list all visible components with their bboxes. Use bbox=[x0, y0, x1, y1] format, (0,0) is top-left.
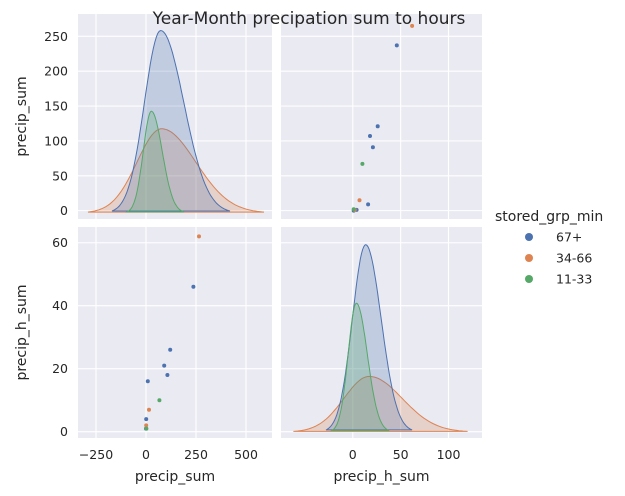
point-34-66 bbox=[147, 407, 151, 412]
x-tick-label: −250 bbox=[79, 447, 113, 462]
point-11-33 bbox=[157, 398, 162, 403]
x-tick-label: 500 bbox=[234, 447, 258, 462]
legend-marker-11-33 bbox=[525, 275, 533, 283]
kde-34-66-precip_sum bbox=[87, 128, 265, 213]
y-tick-label: 60 bbox=[52, 235, 68, 250]
panel-0-0 bbox=[78, 14, 272, 219]
point-67+ bbox=[394, 43, 399, 48]
y-tick-label: 200 bbox=[44, 64, 68, 79]
x-axis-label: precip_sum bbox=[135, 469, 215, 485]
point-67+ bbox=[366, 202, 371, 207]
legend-label: 34-66 bbox=[556, 251, 592, 266]
point-67+ bbox=[191, 284, 196, 289]
legend-marker-34-66 bbox=[525, 254, 533, 262]
y-tick-label: 40 bbox=[52, 298, 68, 313]
point-67+ bbox=[145, 379, 150, 384]
kde-67+-precip_h_sum bbox=[325, 244, 413, 431]
x-tick-label: 250 bbox=[184, 447, 208, 462]
x-axis-label: precip_h_sum bbox=[333, 469, 429, 485]
point-67+ bbox=[368, 134, 372, 138]
point-11-33 bbox=[351, 207, 356, 212]
legend-title: stored_grp_min bbox=[495, 209, 603, 225]
y-tick-label: 0 bbox=[60, 424, 68, 439]
legend-label: 11-33 bbox=[556, 272, 592, 287]
y-tick-label: 0 bbox=[60, 203, 68, 218]
y-axis-label: precip_sum bbox=[14, 76, 30, 156]
chart-title: Year-Month precipation sum to hours bbox=[152, 9, 466, 29]
kde-11-33-precip_sum bbox=[125, 110, 185, 213]
legend-label: 67+ bbox=[556, 230, 582, 245]
point-67+ bbox=[165, 373, 170, 377]
point-34-66 bbox=[357, 198, 362, 203]
legend-marker-67+ bbox=[525, 233, 533, 241]
point-34-66 bbox=[197, 234, 201, 239]
panel-1-0 bbox=[78, 227, 272, 438]
x-tick-label: 50 bbox=[393, 447, 409, 462]
kde-34-66-precip_h_sum bbox=[293, 375, 468, 432]
kde-11-33-precip_h_sum bbox=[330, 302, 390, 432]
panel-0-1 bbox=[281, 14, 482, 219]
x-tick-label: 0 bbox=[142, 447, 150, 462]
y-tick-label: 150 bbox=[44, 99, 68, 114]
point-34-66 bbox=[144, 423, 149, 428]
point-67+ bbox=[168, 347, 173, 352]
y-tick-label: 250 bbox=[44, 29, 68, 44]
y-axis-label: precip_h_sum bbox=[14, 284, 30, 380]
point-11-33 bbox=[144, 426, 149, 431]
point-67+ bbox=[375, 124, 380, 129]
x-tick-label: 0 bbox=[349, 447, 357, 462]
point-11-33 bbox=[360, 161, 365, 166]
x-tick-label: 100 bbox=[437, 447, 461, 462]
point-67+ bbox=[144, 417, 149, 422]
point-67+ bbox=[370, 145, 375, 150]
y-tick-label: 50 bbox=[52, 168, 68, 183]
y-tick-label: 20 bbox=[52, 361, 68, 376]
y-tick-label: 100 bbox=[44, 133, 68, 148]
point-34-66 bbox=[410, 23, 415, 28]
point-67+ bbox=[162, 363, 167, 368]
